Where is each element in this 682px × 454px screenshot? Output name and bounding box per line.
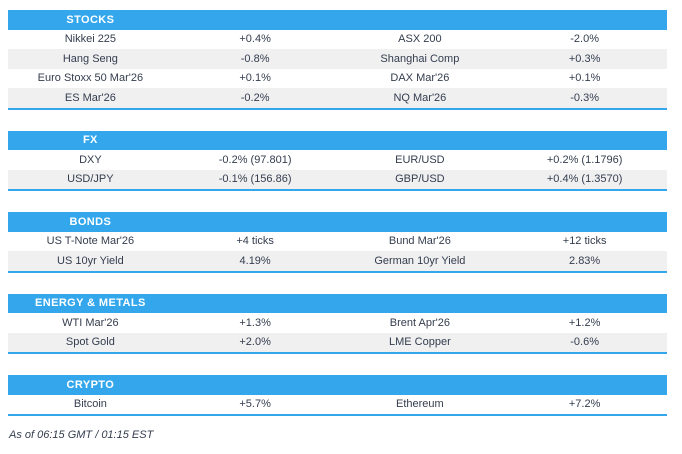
section-title: BONDS [69, 215, 112, 228]
table-row: WTI Mar'26 +1.3% Brent Apr'26 +1.2% [8, 313, 667, 333]
table-row: DXY -0.2% (97.801) EUR/USD +0.2% (1.1796) [8, 150, 667, 170]
instrument-name: WTI Mar'26 [62, 316, 119, 329]
instrument-value: +12 ticks [562, 235, 607, 248]
instrument-name: Hang Seng [62, 52, 118, 65]
instrument-value: +0.3% [568, 52, 601, 65]
instrument-name: Brent Apr'26 [389, 316, 450, 329]
table-row: US T-Note Mar'26 +4 ticks Bund Mar'26 +12 t… [8, 231, 667, 251]
instrument-name: ASX 200 [398, 33, 442, 46]
instrument-name: NQ Mar'26 [393, 91, 447, 104]
instrument-name: ES Mar'26 [64, 91, 116, 104]
instrument-value: -0.3% [570, 91, 599, 104]
instrument-value: +2.0% [239, 336, 271, 349]
instrument-value: 2.83% [569, 254, 601, 267]
section-body: WTI Mar'26 +1.3% Brent Apr'26 +1.2% Spot Go… [8, 313, 667, 352]
section-title: CRYPTO [66, 378, 115, 391]
instrument-name: Shanghai Comp [380, 52, 460, 65]
instrument-name: German 10yr Yield [374, 254, 466, 267]
market-section: STOCKS Nikkei 225 +0.4% ASX 200 -2.0% Hang … [8, 10, 667, 110]
instrument-name: Spot Gold [65, 336, 115, 349]
table-row: Spot Gold +2.0% LME Copper -0.6% [8, 332, 667, 352]
instrument-value: -0.6% [570, 336, 599, 349]
table-row: Nikkei 225 +0.4% ASX 200 -2.0% [8, 29, 667, 49]
section-header: CRYPTO [8, 375, 667, 395]
instrument-value: +0.1% [568, 72, 601, 85]
instrument-value: -0.2% [240, 91, 270, 104]
table-row: ES Mar'26 -0.2% NQ Mar'26 -0.3% [8, 88, 667, 108]
market-section: ENERGY & METALS WTI Mar'26 +1.3% Brent Apr… [8, 293, 667, 354]
instrument-name: EUR/USD [395, 153, 445, 166]
instrument-value: +5.7% [239, 398, 271, 411]
instrument-name: GBP/USD [395, 173, 445, 186]
market-wrap-page: STOCKS Nikkei 225 +0.4% ASX 200 -2.0% Hang … [8, 10, 667, 441]
table-row: US 10yr Yield 4.19% German 10yr Yield 2.83% [8, 251, 667, 271]
section-header: BONDS [8, 212, 667, 232]
instrument-value: -0.2% (97.801) [218, 153, 292, 166]
instrument-name: Bitcoin [73, 398, 107, 411]
instrument-name: Euro Stoxx 50 Mar'26 [37, 72, 144, 85]
instrument-value: +4 ticks [236, 235, 274, 248]
table-row: Bitcoin +5.7% Ethereum +7.2% [8, 394, 667, 414]
instrument-name: Ethereum [396, 398, 444, 411]
instrument-value: 4.19% [239, 254, 271, 267]
instrument-value: -0.1% (156.86) [218, 173, 292, 186]
section-body: Nikkei 225 +0.4% ASX 200 -2.0% Hang Seng -0.… [8, 29, 667, 108]
instrument-name: LME Copper [388, 336, 451, 349]
table-row: Euro Stoxx 50 Mar'26 +0.1% DAX Mar'26 +0.1% [8, 68, 667, 88]
section-header: ENERGY & METALS [8, 293, 667, 313]
market-section: CRYPTO Bitcoin +5.7% Ethereum +7.2% [8, 375, 667, 416]
instrument-value: -0.8% [240, 52, 270, 65]
instrument-value: -2.0% [570, 33, 599, 46]
instrument-name: Nikkei 225 [64, 33, 117, 46]
section-body: DXY -0.2% (97.801) EUR/USD +0.2% (1.1796) U… [8, 150, 667, 189]
instrument-value: +1.3% [239, 316, 271, 329]
section-title: FX [82, 134, 98, 147]
as-of-timestamp: As of 06:15 GMT / 01:15 EST [9, 429, 154, 441]
instrument-value: +0.2% (1.1796) [546, 153, 623, 166]
market-section: FX DXY -0.2% (97.801) EUR/USD +0.2% (1.1796… [8, 130, 667, 191]
instrument-name: DAX Mar'26 [390, 72, 450, 85]
instrument-value: +0.1% [239, 72, 271, 85]
market-section: BONDS US T-Note Mar'26 +4 ticks Bund Mar'2… [8, 212, 667, 273]
instrument-value: +0.4% (1.3570) [546, 173, 623, 186]
instrument-name: US 10yr Yield [57, 254, 124, 267]
instrument-name: USD/JPY [67, 173, 114, 186]
instrument-value: +1.2% [568, 316, 601, 329]
section-title: ENERGY & METALS [35, 297, 146, 310]
instrument-name: US T-Note Mar'26 [46, 235, 135, 248]
instrument-name: Bund Mar'26 [388, 235, 451, 248]
table-row: Hang Seng -0.8% Shanghai Comp +0.3% [8, 49, 667, 69]
section-body: US T-Note Mar'26 +4 ticks Bund Mar'26 +12 t… [8, 231, 667, 271]
table-row: USD/JPY -0.1% (156.86) GBP/USD +0.4% (1.357… [8, 169, 667, 189]
instrument-value: +7.2% [568, 398, 601, 411]
section-header: STOCKS [8, 10, 667, 30]
section-body: Bitcoin +5.7% Ethereum +7.2% [8, 394, 667, 414]
section-title: STOCKS [66, 13, 115, 26]
instrument-name: DXY [79, 153, 102, 166]
market-table: STOCKS Nikkei 225 +0.4% ASX 200 -2.0% Hang … [8, 10, 667, 416]
section-header: FX [8, 130, 667, 150]
instrument-value: +0.4% [239, 33, 271, 46]
